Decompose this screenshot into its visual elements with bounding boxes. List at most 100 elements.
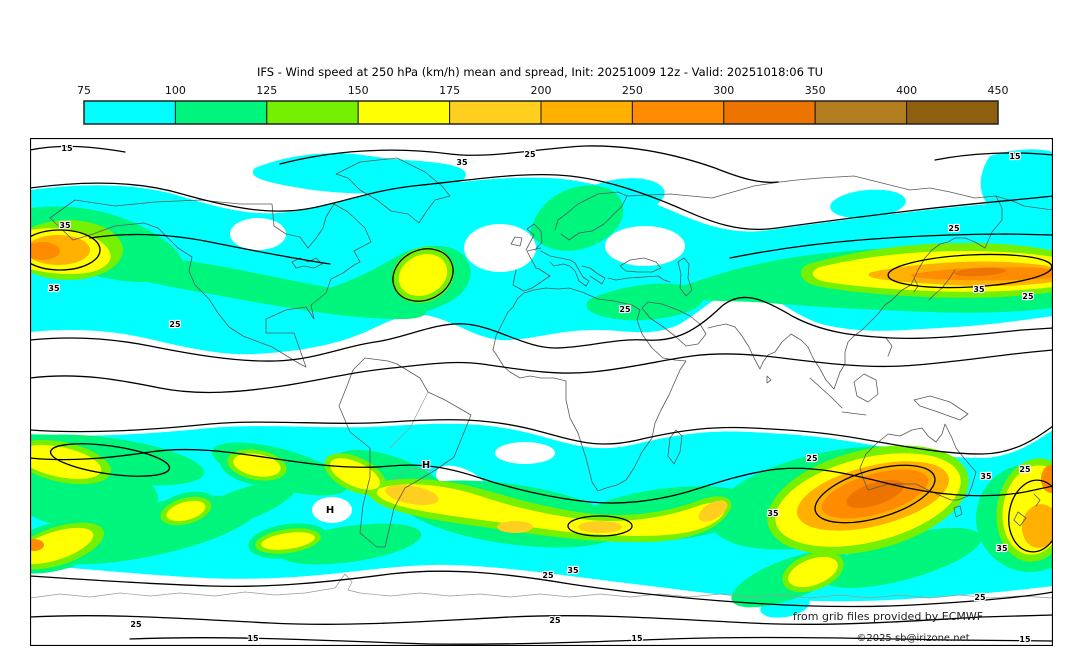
shading-region xyxy=(530,185,624,251)
colorbar-tick: 125 xyxy=(256,84,277,97)
coastline-ireland xyxy=(510,236,523,247)
colorbar-cell xyxy=(357,100,451,125)
shading-region xyxy=(822,527,982,589)
colorbar-cells xyxy=(83,100,999,125)
contour-label: 15 xyxy=(61,144,73,153)
coastline-south-america xyxy=(338,357,472,548)
spread-contour-loop xyxy=(567,515,633,537)
spread-contour xyxy=(279,145,779,184)
shading-region xyxy=(980,149,1053,229)
shading-hole xyxy=(495,442,555,464)
shading-hole xyxy=(230,218,286,250)
shading-region xyxy=(30,242,60,260)
shading-region xyxy=(30,539,44,551)
spread-contour xyxy=(30,448,1053,504)
coastline-mediterranean xyxy=(540,250,671,287)
spread-contour xyxy=(729,233,1053,259)
shading-region xyxy=(166,500,206,522)
colorbar-tick: 450 xyxy=(988,84,1009,97)
coastline-asia-north xyxy=(626,175,1053,211)
coastline-africa xyxy=(492,287,687,492)
attribution: from grib files provided by ECMWF ©2025 … xyxy=(793,610,983,644)
shading-region xyxy=(376,484,725,536)
shading-region xyxy=(846,480,904,508)
shading-region xyxy=(1021,504,1053,548)
shading-region xyxy=(233,453,281,477)
shading-region xyxy=(954,267,1006,277)
coastline-north-america xyxy=(49,199,372,368)
colorbar-tick: 175 xyxy=(439,84,460,97)
coastline-britain xyxy=(525,223,543,251)
attribution-source: from grib files provided by ECMWF xyxy=(793,610,983,623)
contour-label: 25 xyxy=(974,593,986,602)
spread-contour-loop xyxy=(1008,479,1053,553)
attribution-copyright: ©2025 sb@irizone.net xyxy=(856,633,969,644)
shading-region xyxy=(578,521,622,533)
colorbar-tick: 200 xyxy=(531,84,552,97)
contour-label: 25 xyxy=(524,150,536,159)
colorbar-tick: 400 xyxy=(896,84,917,97)
contour-label: 15 xyxy=(247,634,259,643)
shading-region xyxy=(398,254,448,296)
spread-contour-loop xyxy=(814,464,936,524)
high-marker: H xyxy=(422,460,430,471)
contour-label: 15 xyxy=(1019,635,1031,644)
spread-contour xyxy=(30,296,1053,362)
shading-hole xyxy=(605,226,685,266)
spread-contour xyxy=(89,233,331,265)
colorbar-cell xyxy=(540,100,633,125)
shading-hole xyxy=(312,497,352,523)
colorbar-cell xyxy=(449,100,542,125)
spread-contour xyxy=(30,419,1053,455)
contour-label: 25 xyxy=(1022,292,1034,301)
shading-region xyxy=(788,556,838,588)
shading-region xyxy=(252,153,466,194)
spread-contour xyxy=(30,174,1053,231)
shading-region xyxy=(178,329,242,339)
spread-contour xyxy=(129,636,1053,645)
colorbar-cell xyxy=(631,100,725,125)
coastline-madagascar xyxy=(667,429,683,465)
shading-region xyxy=(261,532,315,550)
spread-contour-loop xyxy=(49,443,171,477)
coastline-new-zealand xyxy=(1013,493,1041,527)
contour-label: 35 xyxy=(456,158,468,167)
coastline-greenland xyxy=(335,157,451,224)
contour-label: 25 xyxy=(130,620,142,629)
spread-contour xyxy=(934,152,1053,161)
colorbar-tick: 150 xyxy=(348,84,369,97)
high-marker: H xyxy=(326,505,334,516)
contour-labels: 15 35 25 15 35 35 25 25 25 35 25 25 25 3… xyxy=(47,143,1035,645)
contour-label: 35 xyxy=(59,221,71,230)
spread-contour-loop xyxy=(887,253,1053,289)
shading-region xyxy=(30,527,94,565)
contour-label: 25 xyxy=(806,454,818,463)
coastline-arabia xyxy=(641,301,707,347)
coastline-black-sea xyxy=(619,257,662,273)
contour-label: 15 xyxy=(631,634,643,643)
spread-contour xyxy=(30,570,1053,608)
spread-contour xyxy=(30,145,126,153)
colorbar-cell xyxy=(723,100,816,125)
contour-label: 25 xyxy=(169,320,181,329)
contour-label: 35 xyxy=(980,472,992,481)
coastline-asia-east xyxy=(707,195,1003,390)
chart-title: IFS - Wind speed at 250 hPa (km/h) mean … xyxy=(256,65,824,79)
colorbar-tick: 75 xyxy=(77,84,91,97)
contour-label: 25 xyxy=(542,571,554,580)
coastline-se-asia-islands xyxy=(766,337,969,421)
shading-region xyxy=(698,500,728,522)
contour-label: 15 xyxy=(1009,152,1021,161)
world-map: 15 35 25 15 35 35 25 25 25 35 25 25 25 3… xyxy=(30,138,1053,646)
colorbar-cell xyxy=(83,100,176,125)
contour-label: 35 xyxy=(767,509,779,518)
colorbar-cell xyxy=(266,100,359,125)
contour-label: 35 xyxy=(48,284,60,293)
map-border xyxy=(30,138,1053,646)
colorbar-cell xyxy=(906,100,999,125)
shading-region xyxy=(497,521,533,533)
contour-label: 35 xyxy=(567,566,579,575)
colorbar-tick: 100 xyxy=(165,84,186,97)
spread-contour xyxy=(30,614,1053,625)
spread-contour-loop xyxy=(392,248,454,302)
